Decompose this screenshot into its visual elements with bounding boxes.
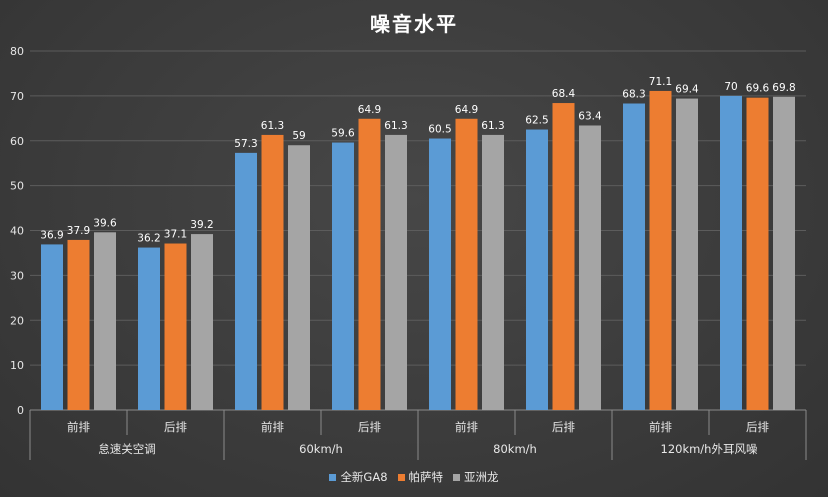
bar — [385, 134, 407, 410]
x-subcategory-label: 后排 — [552, 420, 575, 434]
legend-swatch — [329, 473, 337, 481]
data-label: 36.9 — [40, 229, 63, 241]
bar — [332, 142, 354, 411]
data-label: 37.9 — [67, 225, 90, 237]
bar — [552, 103, 575, 411]
x-group-label: 120km/h外耳风噪 — [661, 442, 758, 456]
data-label: 37.1 — [164, 229, 187, 241]
bar — [138, 247, 160, 410]
data-label: 69.4 — [675, 84, 699, 96]
data-label: 59.6 — [331, 128, 355, 140]
legend-item: 帕萨特 — [397, 469, 444, 485]
x-subcategory-label: 前排 — [261, 420, 284, 434]
x-subcategory-label: 前排 — [455, 420, 478, 434]
bar — [526, 129, 548, 410]
bar — [746, 97, 769, 411]
data-label: 68.3 — [622, 89, 645, 101]
data-label: 57.3 — [234, 138, 257, 150]
bar — [67, 239, 90, 410]
data-label: 64.9 — [455, 104, 478, 116]
data-label: 69.8 — [772, 82, 795, 94]
bar — [720, 95, 742, 410]
legend-swatch — [397, 473, 405, 481]
legend-swatch — [453, 473, 461, 481]
data-label: 68.4 — [552, 88, 576, 100]
bar — [676, 98, 698, 410]
data-label: 61.3 — [384, 120, 407, 132]
bar — [773, 96, 795, 411]
data-label: 70 — [724, 81, 737, 93]
x-group-label: 80km/h — [493, 442, 537, 456]
bar — [358, 118, 381, 410]
bar — [455, 118, 478, 410]
data-label: 61.3 — [261, 120, 284, 132]
legend-label: 亚洲龙 — [464, 470, 499, 484]
y-tick-label: 10 — [10, 359, 24, 372]
y-tick-label: 80 — [10, 45, 24, 58]
bar — [191, 234, 213, 410]
x-subcategory-label: 后排 — [746, 420, 769, 434]
x-subcategory-label: 后排 — [358, 420, 381, 434]
legend-label: 全新GA8 — [340, 470, 388, 484]
legend: 全新GA8 帕萨特 亚洲龙 — [0, 469, 828, 485]
y-tick-label: 50 — [10, 180, 24, 193]
data-label: 39.2 — [190, 219, 213, 231]
data-label: 60.5 — [428, 124, 451, 136]
x-subcategory-label: 前排 — [649, 420, 672, 434]
x-subcategory-label: 后排 — [164, 420, 187, 434]
data-label: 59 — [292, 130, 305, 142]
data-label: 36.2 — [137, 233, 160, 245]
bar — [623, 103, 645, 410]
bar — [261, 134, 284, 410]
data-label: 69.6 — [746, 83, 770, 95]
bar — [649, 90, 672, 410]
data-label: 62.5 — [525, 115, 548, 127]
data-label: 39.6 — [93, 217, 117, 229]
x-subcategory-label: 前排 — [67, 420, 90, 434]
y-tick-label: 40 — [10, 225, 24, 238]
data-label: 61.3 — [481, 120, 504, 132]
legend-item: 亚洲龙 — [453, 469, 499, 485]
bar — [482, 134, 504, 410]
chart-title: 噪音水平 — [370, 12, 458, 36]
bar — [235, 152, 257, 410]
y-tick-label: 20 — [10, 314, 24, 327]
y-tick-label: 30 — [10, 269, 24, 282]
data-label: 63.4 — [578, 110, 602, 122]
bar — [94, 232, 116, 410]
bar — [164, 243, 187, 410]
bar — [288, 145, 310, 411]
y-tick-label: 0 — [17, 404, 24, 417]
bar — [429, 138, 451, 410]
x-group-label: 怠速关空调 — [98, 442, 156, 456]
y-tick-label: 60 — [10, 135, 24, 148]
x-group-label: 60km/h — [299, 442, 343, 456]
data-label: 71.1 — [649, 76, 672, 88]
bar — [41, 244, 63, 410]
data-label: 64.9 — [358, 104, 381, 116]
legend-label: 帕萨特 — [408, 470, 444, 484]
bar — [579, 125, 601, 411]
y-tick-label: 70 — [10, 90, 24, 103]
legend-item: 全新GA8 — [329, 469, 388, 485]
